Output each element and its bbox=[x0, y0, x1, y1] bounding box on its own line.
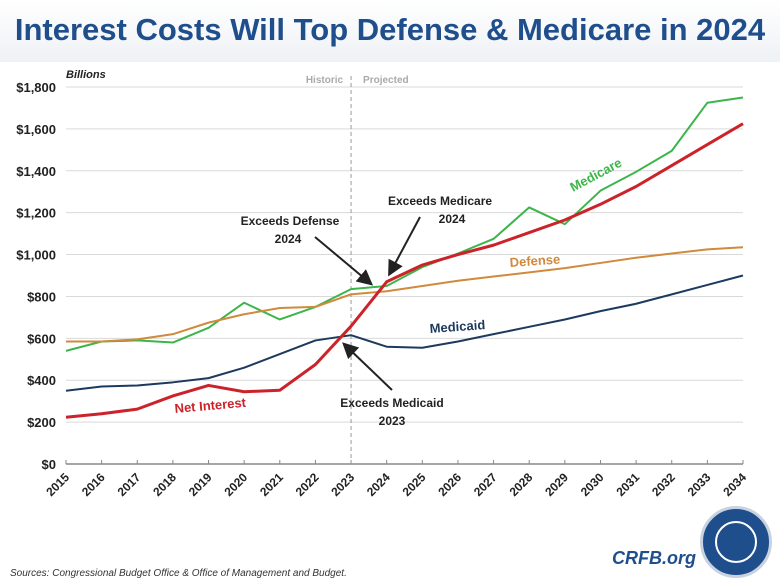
x-tick-label: 2032 bbox=[649, 470, 678, 499]
x-tick-label: 2017 bbox=[115, 470, 144, 499]
annotation-text: Exceeds Medicaid bbox=[340, 396, 443, 410]
x-tick-label: 2028 bbox=[507, 470, 536, 499]
x-tick-label: 2019 bbox=[186, 470, 215, 499]
annotation-arrow bbox=[388, 216, 421, 277]
x-tick-label: 2027 bbox=[471, 470, 500, 499]
annotation-arrow bbox=[342, 342, 393, 391]
projected-label: Projected bbox=[363, 75, 409, 86]
x-tick-label: 2024 bbox=[364, 470, 393, 499]
y-axis-label: Billions bbox=[66, 69, 106, 81]
series-label: Medicaid bbox=[429, 317, 486, 336]
sources-note: Sources: Congressional Budget Office & O… bbox=[10, 568, 347, 579]
x-tick-label: 2025 bbox=[400, 470, 429, 499]
x-tick-label: 2034 bbox=[720, 470, 749, 499]
y-tick-label: $600 bbox=[27, 331, 56, 346]
y-tick-label: $0 bbox=[42, 457, 56, 472]
annotation-year: 2024 bbox=[439, 212, 466, 226]
x-tick-label: 2021 bbox=[257, 470, 286, 499]
chart-title: Interest Costs Will Top Defense & Medica… bbox=[14, 12, 766, 47]
annotation-year: 2024 bbox=[275, 232, 302, 246]
x-tick-label: 2031 bbox=[613, 470, 642, 499]
x-tick-label: 2030 bbox=[578, 470, 607, 499]
x-tick-label: 2015 bbox=[43, 470, 72, 499]
brand-text: CRFB.org bbox=[612, 548, 696, 568]
x-tick-label: 2018 bbox=[150, 470, 179, 499]
series-label: Net Interest bbox=[174, 395, 247, 416]
x-tick-label: 2029 bbox=[542, 470, 571, 499]
x-tick-label: 2023 bbox=[328, 470, 357, 499]
x-tick-label: 2022 bbox=[293, 470, 322, 499]
annotation-year: 2023 bbox=[379, 414, 406, 428]
y-tick-label: $1,000 bbox=[16, 248, 56, 263]
y-tick-label: $200 bbox=[27, 415, 56, 430]
annotation-text: Exceeds Medicare bbox=[388, 194, 492, 208]
series-label: Medicare bbox=[567, 155, 624, 195]
x-tick-label: 2020 bbox=[221, 470, 250, 499]
annotation-text: Exceeds Defense bbox=[241, 214, 340, 228]
x-tick-label: 2033 bbox=[685, 470, 714, 499]
y-tick-label: $1,400 bbox=[16, 164, 56, 179]
y-tick-label: $1,200 bbox=[16, 206, 56, 221]
x-tick-label: 2026 bbox=[435, 470, 464, 499]
series-line-defense bbox=[66, 246, 744, 343]
series-line-net-interest bbox=[65, 122, 744, 419]
series-line-medicaid bbox=[65, 274, 744, 392]
y-tick-label: $400 bbox=[27, 373, 56, 388]
series-line-medicare bbox=[65, 96, 744, 352]
title-bar bbox=[0, 0, 780, 62]
y-tick-label: $1,800 bbox=[16, 80, 56, 95]
y-tick-label: $800 bbox=[27, 289, 56, 304]
annotation-arrow bbox=[314, 236, 374, 286]
crfb-logo-icon bbox=[700, 506, 772, 578]
x-tick-label: 2016 bbox=[79, 470, 108, 499]
y-tick-label: $1,600 bbox=[16, 122, 56, 137]
series-label: Defense bbox=[509, 252, 561, 270]
historic-label: Historic bbox=[306, 75, 344, 86]
